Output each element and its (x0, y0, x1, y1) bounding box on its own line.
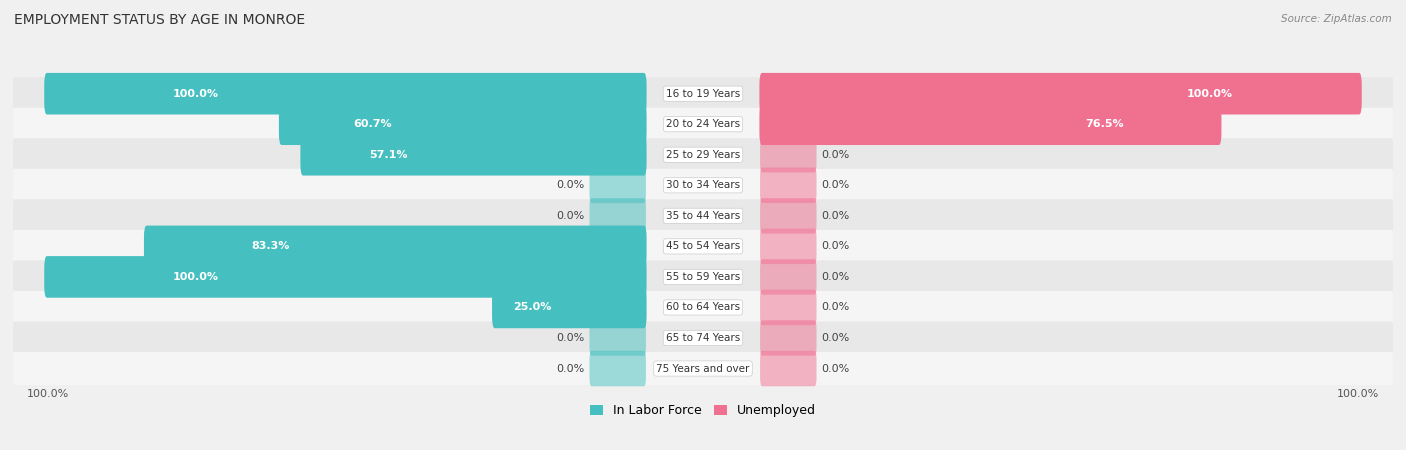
Text: 0.0%: 0.0% (821, 302, 849, 312)
Text: Source: ZipAtlas.com: Source: ZipAtlas.com (1281, 14, 1392, 23)
Text: 100.0%: 100.0% (173, 272, 219, 282)
FancyBboxPatch shape (589, 320, 645, 356)
FancyBboxPatch shape (13, 199, 1393, 232)
FancyBboxPatch shape (143, 225, 647, 267)
Text: 0.0%: 0.0% (821, 364, 849, 374)
FancyBboxPatch shape (761, 351, 817, 386)
FancyBboxPatch shape (761, 198, 817, 234)
FancyBboxPatch shape (761, 229, 817, 264)
Text: 0.0%: 0.0% (821, 272, 849, 282)
FancyBboxPatch shape (761, 320, 817, 356)
Text: 100.0%: 100.0% (1187, 89, 1233, 99)
FancyBboxPatch shape (13, 352, 1393, 385)
Text: 16 to 19 Years: 16 to 19 Years (666, 89, 740, 99)
Text: 0.0%: 0.0% (821, 211, 849, 221)
FancyBboxPatch shape (44, 256, 647, 298)
Text: 75 Years and over: 75 Years and over (657, 364, 749, 374)
FancyBboxPatch shape (13, 230, 1393, 263)
FancyBboxPatch shape (44, 73, 647, 114)
Legend: In Labor Force, Unemployed: In Labor Force, Unemployed (591, 404, 815, 417)
Text: 0.0%: 0.0% (557, 333, 585, 343)
Text: 0.0%: 0.0% (821, 180, 849, 190)
Text: 76.5%: 76.5% (1085, 119, 1123, 129)
Text: 0.0%: 0.0% (557, 211, 585, 221)
FancyBboxPatch shape (759, 73, 1362, 114)
FancyBboxPatch shape (761, 137, 817, 172)
FancyBboxPatch shape (759, 104, 1222, 145)
Text: 100.0%: 100.0% (173, 89, 219, 99)
FancyBboxPatch shape (13, 138, 1393, 171)
Text: EMPLOYMENT STATUS BY AGE IN MONROE: EMPLOYMENT STATUS BY AGE IN MONROE (14, 14, 305, 27)
FancyBboxPatch shape (278, 104, 647, 145)
Text: 20 to 24 Years: 20 to 24 Years (666, 119, 740, 129)
FancyBboxPatch shape (761, 259, 817, 295)
Text: 25 to 29 Years: 25 to 29 Years (666, 150, 740, 160)
FancyBboxPatch shape (589, 198, 645, 234)
Text: 0.0%: 0.0% (821, 333, 849, 343)
Text: 60 to 64 Years: 60 to 64 Years (666, 302, 740, 312)
FancyBboxPatch shape (589, 167, 645, 203)
Text: 0.0%: 0.0% (821, 150, 849, 160)
Text: 100.0%: 100.0% (1337, 388, 1379, 399)
Text: 55 to 59 Years: 55 to 59 Years (666, 272, 740, 282)
Text: 25.0%: 25.0% (513, 302, 551, 312)
FancyBboxPatch shape (13, 321, 1393, 355)
Text: 65 to 74 Years: 65 to 74 Years (666, 333, 740, 343)
Text: 0.0%: 0.0% (557, 364, 585, 374)
Text: 60.7%: 60.7% (353, 119, 391, 129)
FancyBboxPatch shape (13, 108, 1393, 141)
FancyBboxPatch shape (492, 287, 647, 328)
FancyBboxPatch shape (589, 351, 645, 386)
Text: 100.0%: 100.0% (27, 388, 69, 399)
Text: 30 to 34 Years: 30 to 34 Years (666, 180, 740, 190)
FancyBboxPatch shape (761, 167, 817, 203)
FancyBboxPatch shape (13, 77, 1393, 110)
Text: 0.0%: 0.0% (557, 180, 585, 190)
FancyBboxPatch shape (13, 291, 1393, 324)
FancyBboxPatch shape (13, 261, 1393, 293)
FancyBboxPatch shape (301, 134, 647, 176)
FancyBboxPatch shape (761, 290, 817, 325)
Text: 0.0%: 0.0% (821, 241, 849, 252)
FancyBboxPatch shape (13, 169, 1393, 202)
Text: 35 to 44 Years: 35 to 44 Years (666, 211, 740, 221)
Text: 57.1%: 57.1% (368, 150, 408, 160)
Text: 45 to 54 Years: 45 to 54 Years (666, 241, 740, 252)
Text: 83.3%: 83.3% (252, 241, 290, 252)
